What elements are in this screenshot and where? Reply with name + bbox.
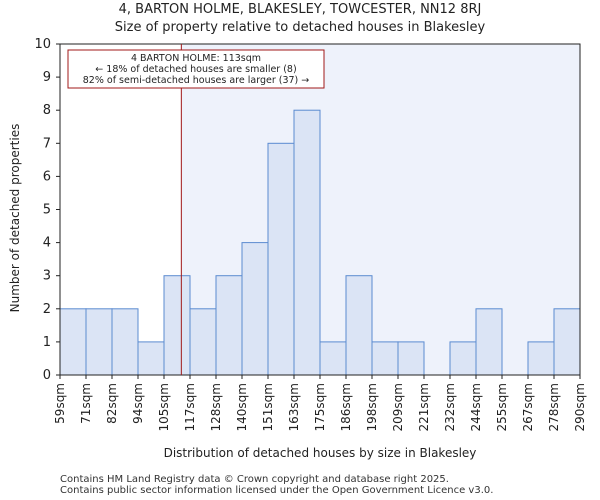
- histogram-bar: [215, 275, 243, 376]
- x-tick-label: 255sqm: [495, 383, 509, 431]
- x-tick-label: 244sqm: [469, 383, 483, 431]
- x-tick-label: 105sqm: [157, 383, 171, 431]
- x-tick-label: 128sqm: [209, 383, 223, 431]
- histogram-bar: [189, 308, 217, 376]
- y-tick-label: 8: [43, 103, 51, 118]
- x-tick-label: 186sqm: [339, 383, 353, 431]
- x-tick-label: 232sqm: [443, 383, 457, 431]
- y-tick-label: 9: [43, 70, 51, 85]
- y-tick-label: 6: [43, 169, 51, 184]
- annotation-line-2: ← 18% of detached houses are smaller (8): [95, 64, 296, 75]
- x-tick-label: 117sqm: [183, 383, 197, 431]
- x-tick-label: 151sqm: [261, 383, 275, 431]
- y-tick-label: 3: [43, 269, 51, 284]
- histogram-bar: [163, 275, 191, 376]
- x-tick-label: 71sqm: [79, 383, 93, 424]
- histogram-bar: [475, 308, 503, 376]
- annotation-line-3: 82% of semi-detached houses are larger (…: [83, 75, 310, 86]
- histogram-bar: [241, 242, 269, 376]
- x-tick-label: 59sqm: [53, 383, 67, 424]
- histogram-bar: [85, 308, 113, 376]
- y-axis-label: Number of detached properties: [8, 123, 22, 313]
- x-tick-label: 94sqm: [131, 383, 145, 424]
- histogram-bar: [111, 308, 139, 376]
- histogram-bar: [371, 341, 399, 376]
- x-tick-label: 163sqm: [287, 383, 301, 431]
- y-tick-label: 2: [43, 302, 51, 317]
- x-tick-label: 267sqm: [521, 383, 535, 431]
- y-tick-label: 5: [43, 203, 51, 218]
- x-tick-label: 221sqm: [417, 383, 431, 431]
- histogram-bar: [267, 142, 295, 376]
- chart-subtitle: Size of property relative to detached ho…: [114, 20, 486, 35]
- footer-licence: Contains public sector information licen…: [60, 485, 494, 496]
- annotation-box: [67, 49, 325, 89]
- y-tick-label: 7: [43, 136, 51, 151]
- chart-title: 4, BARTON HOLME, BLAKESLEY, TOWCESTER, N…: [118, 2, 482, 17]
- x-tick-label: 209sqm: [391, 383, 405, 431]
- histogram-bar: [137, 341, 165, 376]
- x-tick-label: 82sqm: [105, 383, 119, 424]
- histogram-bar: [397, 341, 425, 376]
- x-tick-label: 198sqm: [365, 383, 379, 431]
- x-tick-label: 140sqm: [235, 383, 249, 431]
- y-tick-label: 1: [43, 335, 51, 350]
- x-tick-label: 290sqm: [573, 383, 587, 431]
- y-tick-label: 0: [43, 368, 51, 383]
- histogram-bar: [59, 308, 87, 376]
- histogram-bar: [319, 341, 347, 376]
- y-tick-label: 4: [43, 236, 51, 251]
- histogram-bar: [293, 109, 321, 376]
- x-tick-label: 278sqm: [547, 383, 561, 431]
- histogram-bar: [345, 275, 373, 376]
- y-tick-label: 10: [34, 37, 51, 52]
- histogram-bar: [553, 308, 581, 376]
- annotation-line-1: 4 BARTON HOLME: 113sqm: [131, 53, 261, 64]
- x-axis-label: Distribution of detached houses by size …: [163, 446, 477, 460]
- footer-copyright: Contains HM Land Registry data © Crown c…: [60, 474, 449, 485]
- histogram-bar: [527, 341, 555, 376]
- x-tick-label: 175sqm: [313, 383, 327, 431]
- histogram-bar: [449, 341, 477, 376]
